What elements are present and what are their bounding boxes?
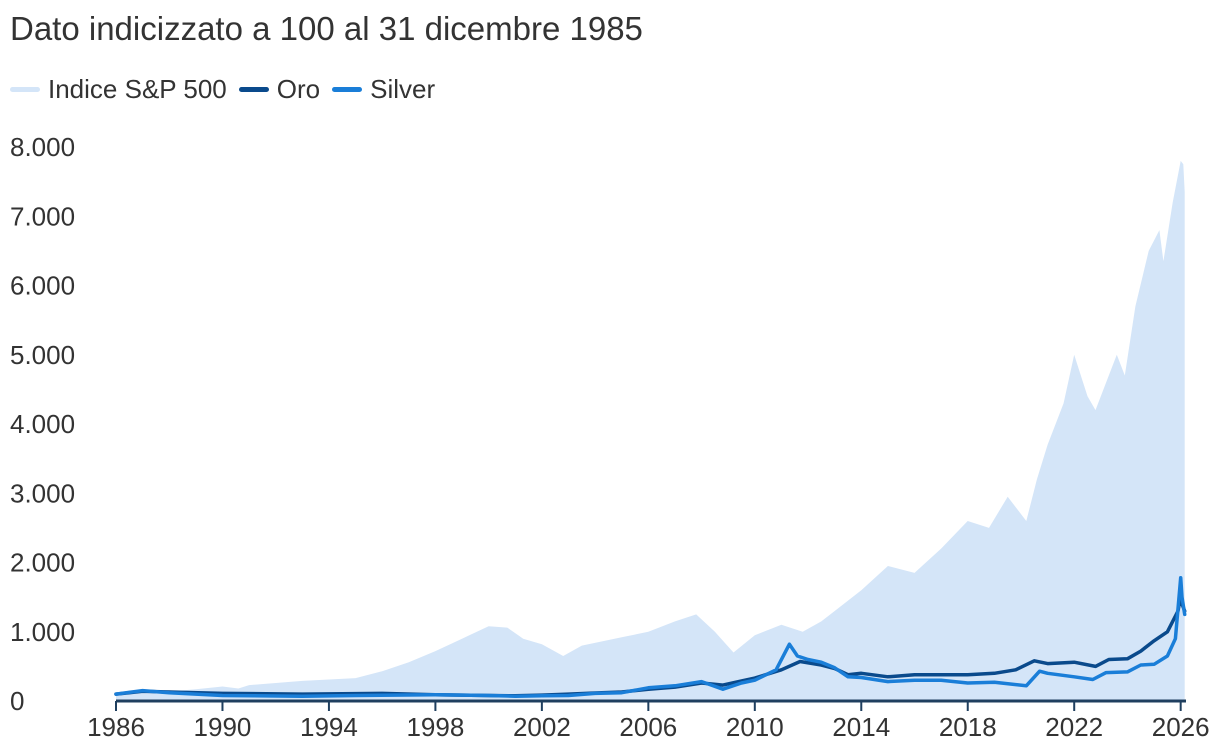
series-area-indice-s-p-500 <box>116 160 1185 701</box>
legend-swatch-silver <box>332 87 363 92</box>
x-tick-label: 1986 <box>87 712 145 742</box>
y-tick-label: 0 <box>10 686 24 716</box>
x-tick-label: 2010 <box>726 712 784 742</box>
y-tick-label: 5.000 <box>10 340 75 370</box>
chart-title: Dato indicizzato a 100 al 31 dicembre 19… <box>10 10 643 47</box>
y-tick-label: 7.000 <box>10 201 75 231</box>
x-tick-label: 1994 <box>300 712 358 742</box>
series-line-silver <box>114 575 1187 698</box>
y-tick-label: 2.000 <box>10 548 75 578</box>
y-tick-label: 3.000 <box>10 478 75 508</box>
legend-item-oro: Oro <box>238 74 321 105</box>
legend-label-oro: Oro <box>276 74 321 104</box>
legend-item-silver: Silver <box>332 74 435 105</box>
legend-label-sp500: Indice S&P 500 <box>48 74 227 104</box>
x-tick-label: 1990 <box>194 712 252 742</box>
y-tick-label: 6.000 <box>10 271 75 301</box>
chart-legend: Indice S&P 500 Oro Silver <box>10 74 447 105</box>
x-tick-label: 2014 <box>832 712 890 742</box>
legend-label-silver: Silver <box>370 74 436 104</box>
x-tick-label: 2026 <box>1152 712 1210 742</box>
legend-item-sp500: Indice S&P 500 <box>10 74 227 105</box>
x-tick-label: 2022 <box>1045 712 1103 742</box>
x-tick-label: 2006 <box>619 712 677 742</box>
x-tick-label: 1998 <box>406 712 464 742</box>
y-tick-label: 8.000 <box>10 132 75 162</box>
y-tick-label: 1.000 <box>10 617 75 647</box>
y-tick-label: 4.000 <box>10 409 75 439</box>
legend-swatch-oro <box>238 87 269 92</box>
x-tick-label: 2002 <box>513 712 571 742</box>
x-tick-label: 2018 <box>939 712 997 742</box>
legend-swatch-sp500 <box>10 87 40 92</box>
